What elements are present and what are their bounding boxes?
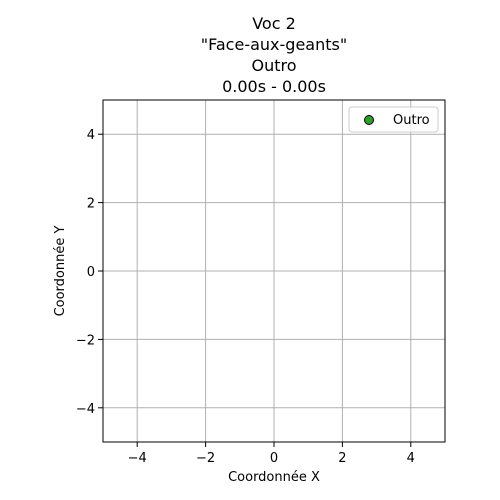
x-tick-label: 4 [407,451,415,466]
chart-title-line: "Face-aux-geants" [201,35,347,54]
legend: Outro [348,106,439,133]
legend-label: Outro [393,113,430,128]
x-tick-label: −2 [196,451,215,466]
chart-title-line: Outro [251,56,296,75]
grid [103,100,445,442]
x-tick-label: 2 [338,451,346,466]
x-axis-ticks: −4 −2 0 2 4 [128,442,415,466]
y-tick-label: 2 [87,197,95,212]
y-axis-ticks: −4 −2 0 2 4 [76,128,103,417]
y-tick-label: −4 [76,402,95,417]
chart-title-line: Voc 2 [252,14,296,33]
y-tick-label: −2 [76,333,95,348]
x-tick-label: −4 [128,451,147,466]
y-tick-label: 4 [87,128,95,143]
chart-title-line: 0.00s - 0.00s [222,77,326,96]
legend-box [348,106,439,133]
legend-marker [364,115,374,125]
chart-title: Voc 2 "Face-aux-geants" Outro 0.00s - 0.00s [201,14,347,96]
x-tick-label: 0 [270,451,278,466]
y-axis-label: Coordonnée Y [53,226,68,317]
y-tick-label: 0 [87,265,95,280]
x-axis-label: Coordonnée X [228,470,320,485]
